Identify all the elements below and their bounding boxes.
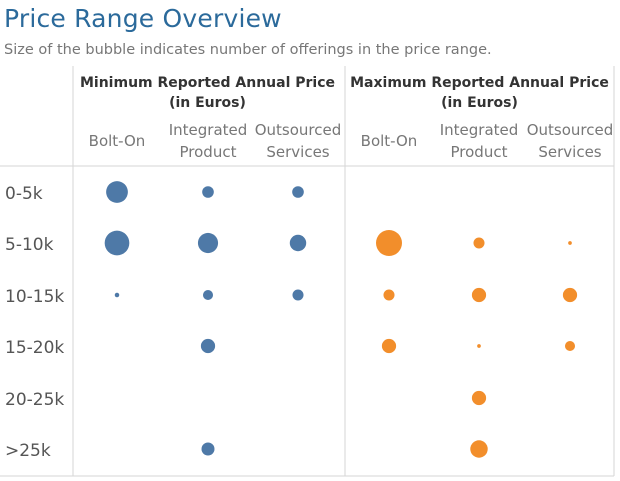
bubble-1-1-2 bbox=[568, 241, 572, 245]
bubble-1-4-1 bbox=[471, 390, 487, 406]
bubble-0-2-1 bbox=[202, 289, 214, 301]
bubble-1-3-1 bbox=[477, 344, 481, 348]
group-title-0-line-0: Minimum Reported Annual Price bbox=[80, 75, 335, 91]
bubble-0-0-0 bbox=[106, 181, 128, 203]
bubble-0-3-1 bbox=[200, 338, 216, 354]
bubble-1-5-1 bbox=[470, 440, 488, 458]
bubble-1-2-2 bbox=[562, 287, 578, 303]
bubble-1-3-0 bbox=[381, 338, 397, 354]
bubble-0-1-2 bbox=[289, 234, 307, 252]
group-title-0-line-1: (in Euros) bbox=[169, 95, 246, 111]
bubble-0-5-1 bbox=[201, 442, 215, 456]
category-label-1-2-line-1: Services bbox=[538, 143, 601, 161]
row-label-3: 15-20k bbox=[5, 338, 64, 358]
category-label-0-1-line-1: Product bbox=[180, 143, 237, 161]
category-label-1-2-line-0: Outsourced bbox=[527, 121, 614, 139]
row-label-0: 0-5k bbox=[5, 184, 43, 204]
bubble-0-0-1 bbox=[202, 186, 214, 198]
category-label-0-1-line-0: Integrated bbox=[169, 121, 248, 139]
bubble-0-1-1 bbox=[197, 232, 219, 254]
group-title-1-line-1: (in Euros) bbox=[441, 95, 518, 111]
category-label-0-2-line-0: Outsourced bbox=[255, 121, 342, 139]
bubble-1-3-2 bbox=[564, 340, 576, 352]
group-title-1-line-0: Maximum Reported Annual Price bbox=[350, 75, 609, 91]
bubble-1-1-1 bbox=[473, 237, 485, 249]
category-label-1-0: Bolt-On bbox=[361, 132, 418, 150]
bubble-0-2-2 bbox=[292, 289, 304, 301]
category-label-1-1-line-0: Integrated bbox=[440, 121, 519, 139]
chart-subtitle: Size of the bubble indicates number of o… bbox=[4, 42, 492, 58]
bubble-1-2-1 bbox=[471, 287, 487, 303]
bubble-0-0-2 bbox=[292, 186, 304, 198]
bubble-1-1-0 bbox=[376, 230, 402, 256]
bubble-1-2-0 bbox=[383, 289, 395, 301]
category-label-0-2-line-1: Services bbox=[266, 143, 329, 161]
row-label-2: 10-15k bbox=[5, 287, 64, 307]
bubble-0-2-0 bbox=[114, 292, 120, 298]
row-label-4: 20-25k bbox=[5, 390, 64, 410]
category-label-0-0: Bolt-On bbox=[89, 132, 146, 150]
row-label-1: 5-10k bbox=[5, 235, 54, 255]
row-label-5: >25k bbox=[5, 441, 51, 461]
category-label-1-1-line-1: Product bbox=[451, 143, 508, 161]
chart-title: Price Range Overview bbox=[4, 4, 282, 33]
bubble-0-1-0 bbox=[104, 230, 130, 256]
